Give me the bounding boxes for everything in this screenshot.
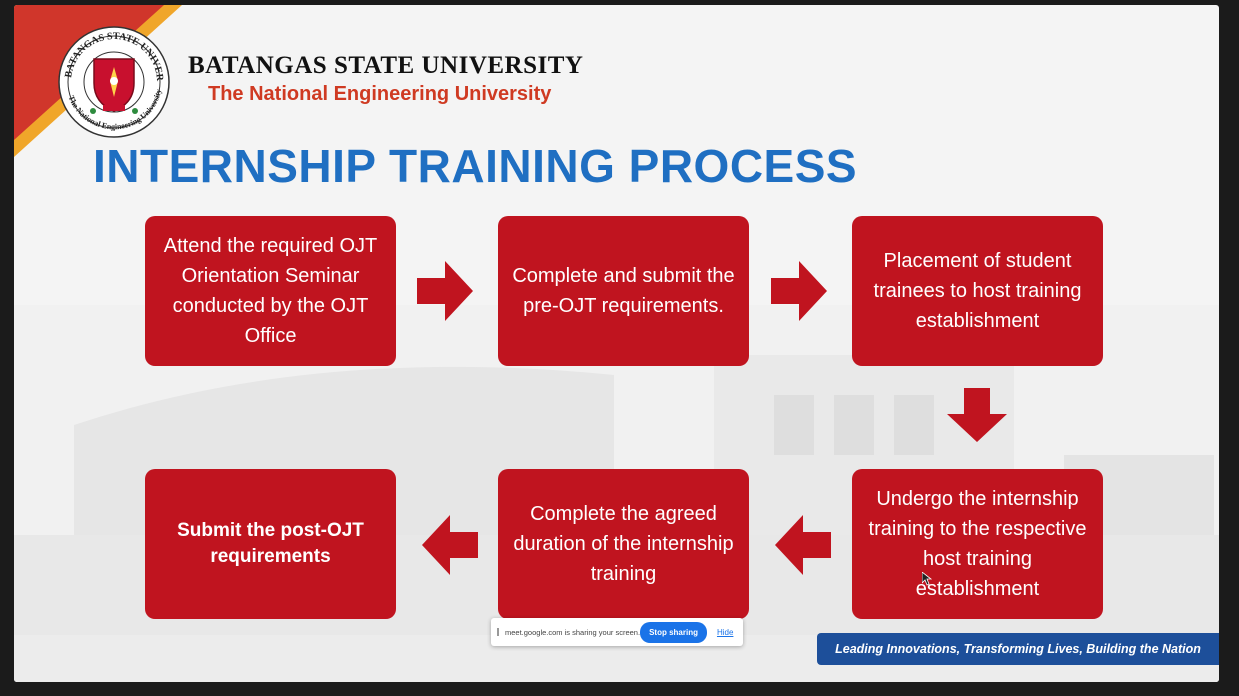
presentation-slide: BATANGAS STATE UNIVERSITY The National E… <box>14 5 1219 682</box>
university-subtitle: The National Engineering University <box>208 83 552 105</box>
slide-title: INTERNSHIP TRAINING PROCESS <box>93 140 858 192</box>
step-box-3: Placement of student trainees to host tr… <box>852 216 1103 366</box>
stop-sharing-button[interactable]: Stop sharing <box>640 621 707 643</box>
step-box-2: Complete and submit the pre-OJT requirem… <box>498 216 749 366</box>
arrow-right-icon <box>417 261 473 321</box>
step-box-6: Submit the post-OJT requirements <box>145 469 396 619</box>
arrow-left-icon <box>775 515 831 575</box>
university-name: BATANGAS STATE UNIVERSITY <box>188 52 584 79</box>
step-box-5: Complete the agreed duration of the inte… <box>498 469 749 619</box>
step-box-4: Undergo the internship training to the r… <box>852 469 1103 619</box>
arrow-down-icon <box>947 388 1007 442</box>
screen-share-bar: meet.google.com is sharing your screen. … <box>491 618 743 646</box>
mouse-cursor-icon <box>922 572 932 586</box>
step-box-1: Attend the required OJT Orientation Semi… <box>145 216 396 366</box>
hide-link[interactable]: Hide <box>716 627 734 637</box>
university-seal-logo: BATANGAS STATE UNIVERSITY The National E… <box>57 25 170 138</box>
arrow-left-icon <box>422 515 478 575</box>
drag-handle-icon[interactable] <box>497 628 499 636</box>
arrow-right-icon <box>771 261 827 321</box>
share-status-text: meet.google.com is sharing your screen. <box>505 627 641 637</box>
tagline-banner: Leading Innovations, Transforming Lives,… <box>817 633 1219 665</box>
